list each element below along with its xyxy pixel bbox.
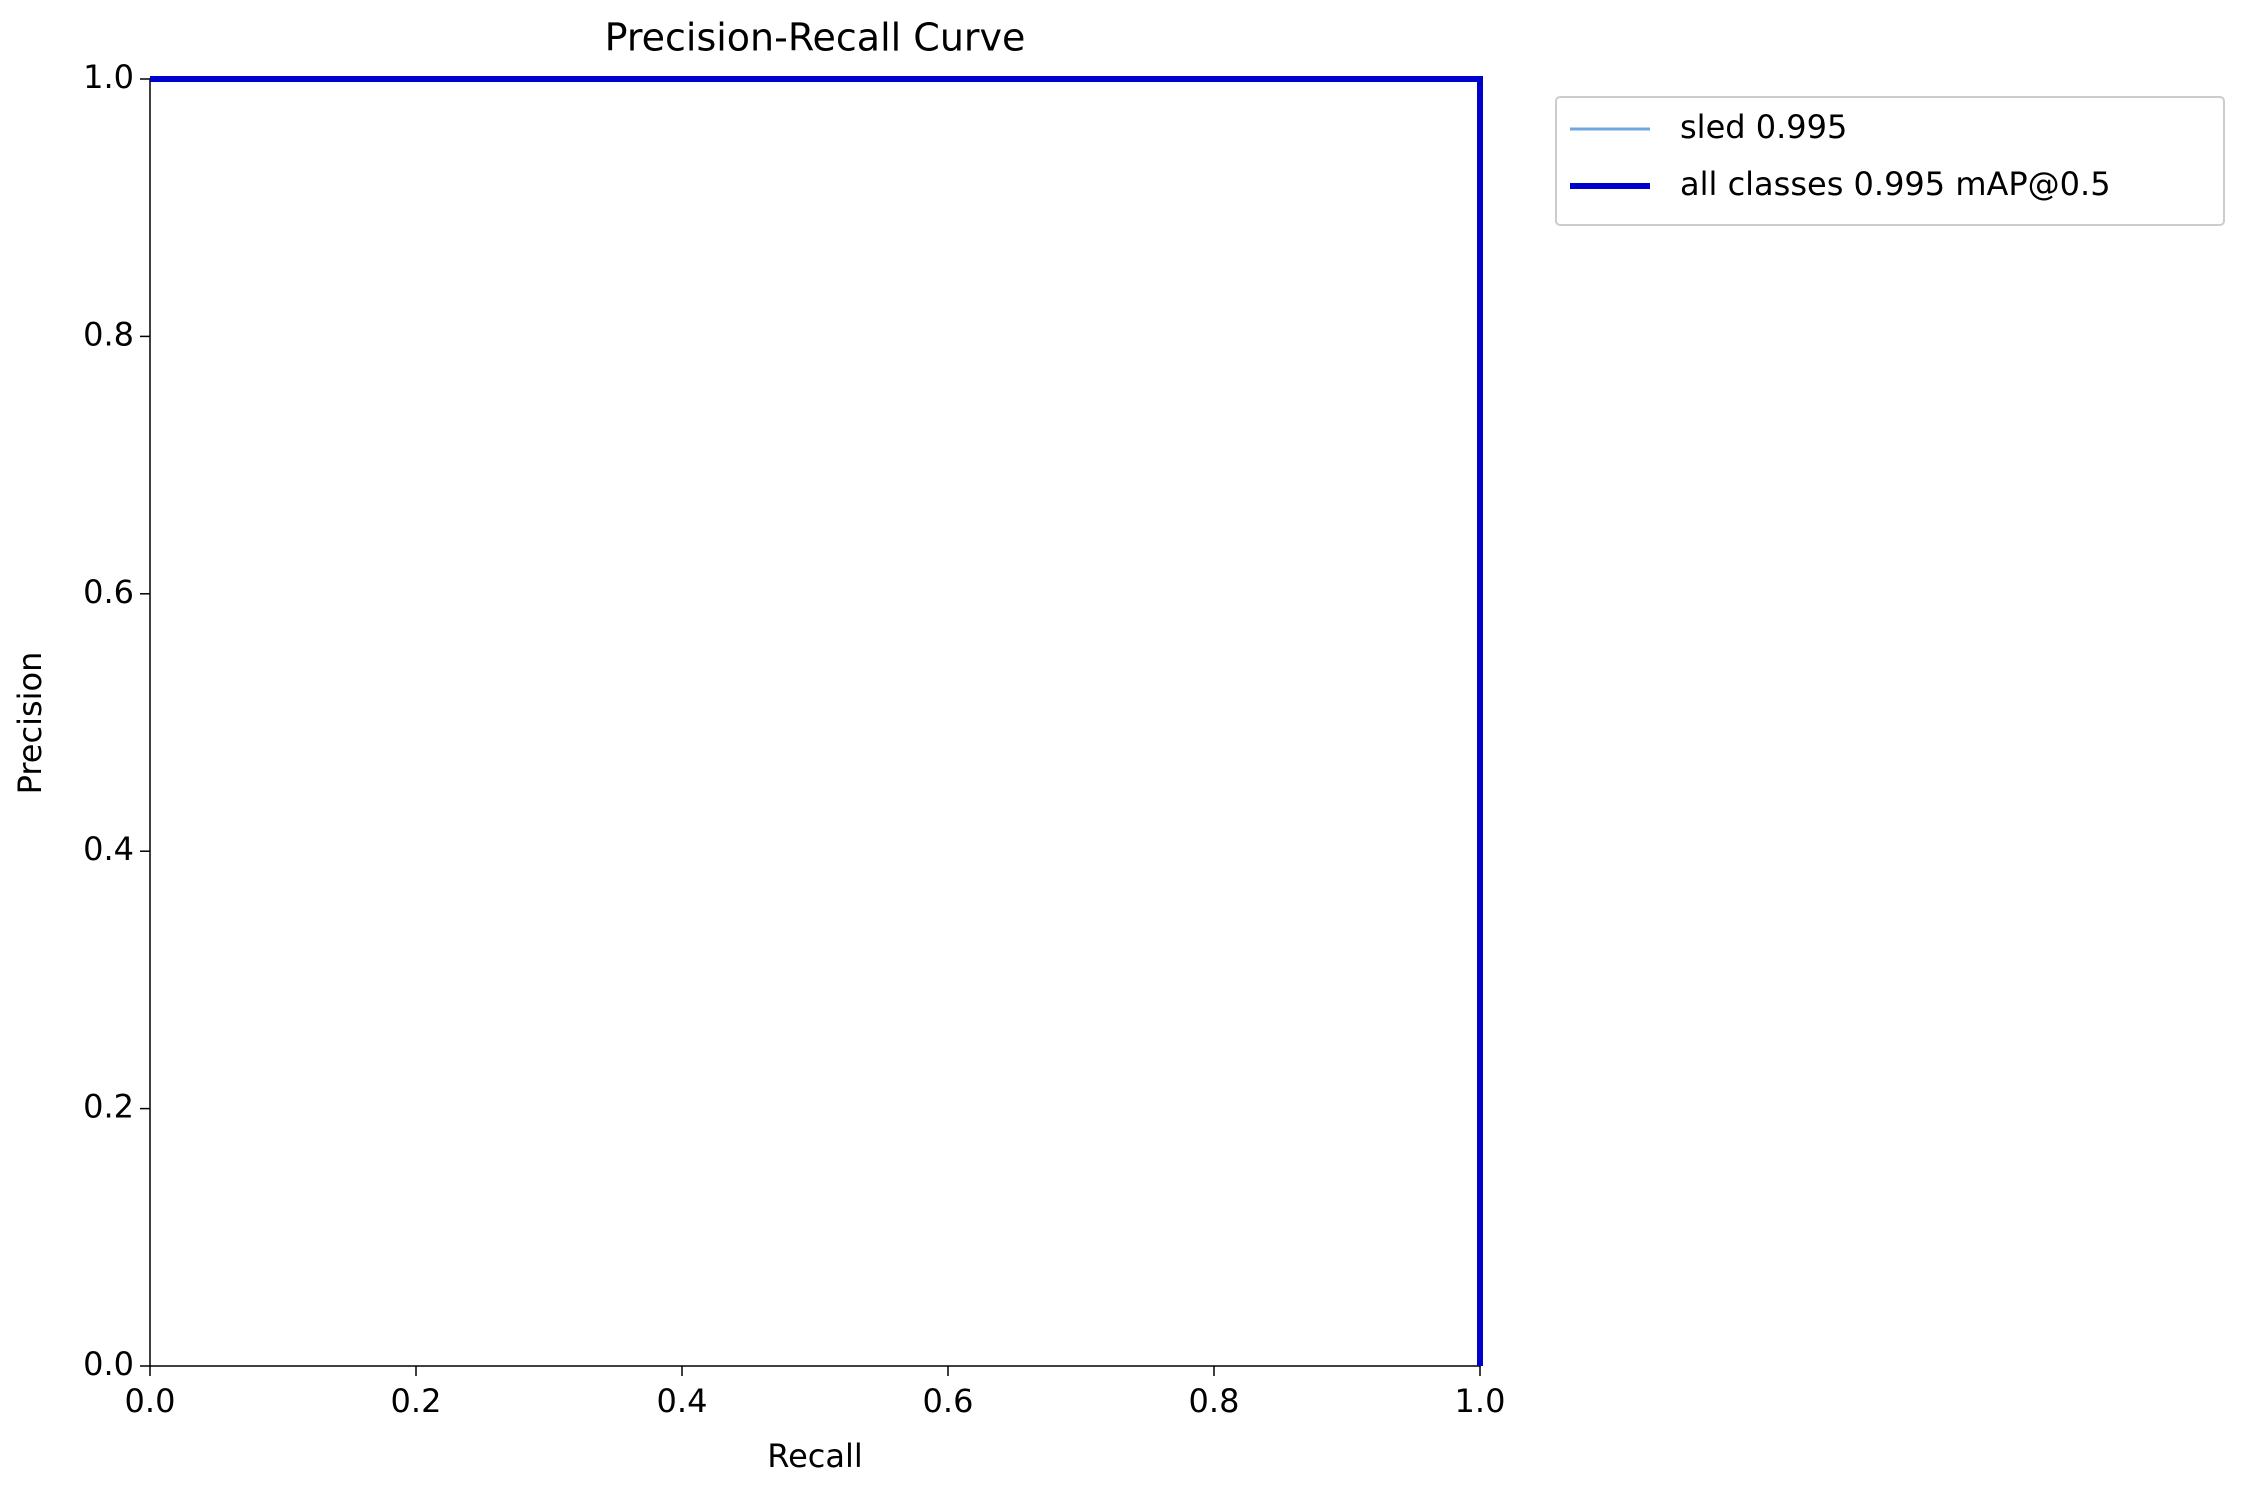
y-tick-label: 0.8 (83, 315, 134, 353)
plot-frame (149, 78, 1481, 1367)
y-tick-label: 0.6 (83, 573, 134, 611)
x-tick-label: 0.4 (657, 1382, 708, 1420)
y-tick-label: 0.4 (83, 830, 134, 868)
x-axis-label: Recall (767, 1437, 862, 1475)
legend-box (1555, 96, 2225, 226)
y-tick-label: 0.2 (83, 1088, 134, 1126)
y-axis-label: Precision (11, 652, 49, 795)
x-tick-label: 0.6 (923, 1382, 974, 1420)
legend-label: sled 0.995 (1680, 108, 1847, 146)
x-tick-label: 0.0 (125, 1382, 176, 1420)
pr-curve (150, 76, 1483, 1366)
chart-title: Precision-Recall Curve (605, 16, 1026, 60)
y-tick-label: 1.0 (83, 58, 134, 96)
x-tick-label: 1.0 (1455, 1382, 1506, 1420)
x-tick-label: 0.8 (1189, 1382, 1240, 1420)
legend-label: all classes 0.995 mAP@0.5 (1680, 165, 2111, 203)
y-tick-label: 0.0 (83, 1345, 134, 1383)
pr-curve (150, 77, 1482, 1366)
x-tick-label: 0.2 (391, 1382, 442, 1420)
